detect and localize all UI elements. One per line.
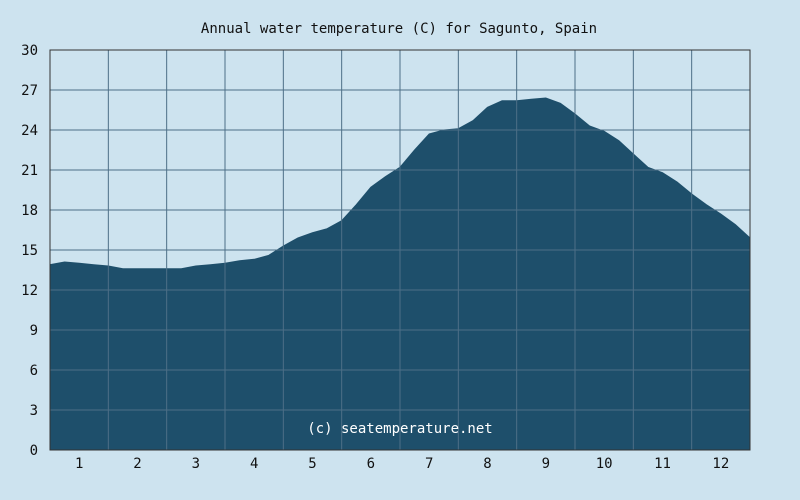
x-tick-label: 2 bbox=[133, 456, 141, 472]
y-tick-label: 9 bbox=[30, 323, 38, 339]
y-tick-label: 21 bbox=[21, 163, 38, 179]
x-tick-label: 11 bbox=[654, 456, 671, 472]
x-tick-label: 3 bbox=[192, 456, 200, 472]
chart-title: Annual water temperature (C) for Sagunto… bbox=[201, 21, 597, 37]
credit-text: (c) seatemperature.net bbox=[307, 421, 492, 437]
y-tick-label: 15 bbox=[21, 243, 38, 259]
y-axis-ticks: 0 3 6 9 12 15 18 21 24 27 30 bbox=[21, 43, 38, 459]
x-axis-ticks: 1 2 3 4 5 6 7 8 9 10 11 12 bbox=[75, 456, 729, 472]
y-tick-label: 24 bbox=[21, 123, 38, 139]
x-tick-label: 5 bbox=[308, 456, 316, 472]
x-tick-label: 10 bbox=[596, 456, 613, 472]
x-tick-label: 9 bbox=[542, 456, 550, 472]
y-tick-label: 12 bbox=[21, 283, 38, 299]
x-tick-label: 6 bbox=[367, 456, 375, 472]
x-tick-label: 12 bbox=[712, 456, 729, 472]
x-tick-label: 7 bbox=[425, 456, 433, 472]
y-tick-label: 27 bbox=[21, 83, 38, 99]
y-tick-label: 3 bbox=[30, 403, 38, 419]
plot-border bbox=[49, 49, 751, 451]
y-tick-label: 30 bbox=[21, 43, 38, 59]
y-tick-label: 0 bbox=[30, 443, 38, 459]
y-tick-label: 6 bbox=[30, 363, 38, 379]
x-tick-label: 4 bbox=[250, 456, 258, 472]
y-tick-label: 18 bbox=[21, 203, 38, 219]
x-tick-label: 1 bbox=[75, 456, 83, 472]
grid-lines bbox=[50, 50, 750, 450]
x-tick-label: 8 bbox=[483, 456, 491, 472]
